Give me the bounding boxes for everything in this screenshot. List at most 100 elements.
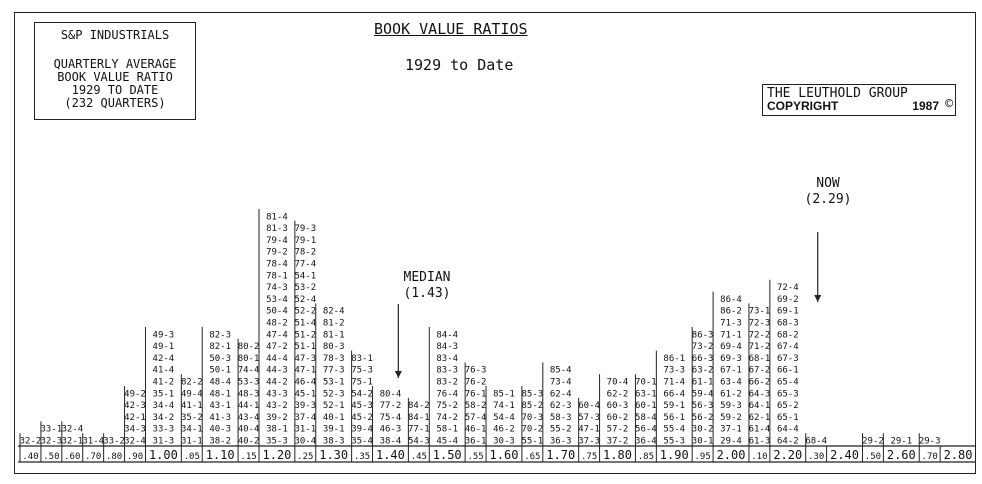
tick-label: 1.30 — [319, 448, 348, 462]
quarter-label: 79-2 — [266, 248, 288, 258]
quarter-label: 41-1 — [181, 401, 203, 411]
quarter-label: 75-4 — [380, 413, 402, 423]
quarter-label: 59-4 — [692, 389, 714, 399]
quarter-label: 68-3 — [777, 319, 799, 329]
quarter-label: 63-1 — [635, 389, 657, 399]
quarter-label: 32-2 — [20, 437, 42, 447]
tick-label: .45 — [411, 452, 427, 462]
quarter-label: 70-1 — [635, 378, 657, 388]
quarter-label: 83-2 — [436, 378, 458, 388]
bin-column: 80-2 80-1 74-4 53-348-3 44-1 43-4 40-4 40-2 — [237, 338, 260, 447]
tick-label: 2.80 — [944, 448, 973, 462]
quarter-label: 47-2 — [266, 342, 288, 352]
quarter-label: 68-2 — [777, 330, 799, 340]
quarter-label: 51-2 — [294, 330, 316, 340]
copyright-year: 1987 — [912, 99, 939, 113]
quarter-label: 45-2 — [351, 413, 373, 423]
quarter-label: 61-4 — [749, 425, 771, 435]
quarter-label: 77-2 — [380, 401, 402, 411]
bin-column: 72-4 69-2 69-1 68-368-2 67-4 67-3 66-1 65-465-3… — [769, 279, 799, 447]
quarter-label: 86-1 — [663, 354, 685, 364]
bin-column: 49-2 42-3 42-1 34-3 32-4 — [124, 386, 146, 447]
quarter-label: 71-1 — [720, 330, 742, 340]
tick-label: .80 — [106, 452, 122, 462]
quarter-label: 83-3 — [436, 366, 458, 376]
quarter-label: 65-4 — [777, 378, 799, 388]
quarter-label: 60-1 — [635, 401, 657, 411]
quarter-label: 49-2 — [124, 389, 146, 399]
quarter-label: 63-4 — [720, 378, 742, 388]
quarter-label: 56-1 — [663, 413, 685, 423]
quarter-label: 52-2 — [294, 307, 316, 317]
quarter-label: 32-1 — [61, 437, 83, 447]
quarter-label: 31-1 — [294, 425, 316, 435]
quarter-label: 84-3 — [436, 342, 458, 352]
quarter-label: 50-3 — [209, 354, 231, 364]
quarter-label: 38-2 — [209, 437, 231, 447]
quarter-label: 82-2 — [181, 378, 203, 388]
quarter-label: 54-4 — [493, 413, 515, 423]
quarter-label: 53-2 — [294, 283, 316, 293]
quarter-label: 67-4 — [777, 342, 799, 352]
quarter-label: 39-3 — [294, 401, 316, 411]
quarter-label: 30-3 — [493, 437, 515, 447]
quarter-label: 73-3 — [663, 366, 685, 376]
quarter-label: 78-4 — [266, 260, 288, 270]
quarter-label: 80-3 — [323, 342, 345, 352]
quarter-label: 84-4 — [436, 330, 458, 340]
bin-column: 85-1 74-1 54-4 46-2 30-3 — [485, 386, 515, 447]
quarter-label: 61-3 — [749, 437, 771, 447]
quarter-label: 46-3 — [380, 425, 402, 435]
bin-column: 49-3 49-1 42-4 41-4 41-235-1 34-4 34-2 33-3 31-3 — [144, 327, 174, 447]
quarter-label: 37-2 — [607, 437, 629, 447]
quarter-label: 78-2 — [294, 248, 316, 258]
quarter-label: 57-3 — [578, 413, 600, 423]
quarter-label: 53-3 — [238, 378, 260, 388]
quarter-label: 43-3 — [266, 389, 288, 399]
quarter-label: 40-3 — [209, 425, 231, 435]
quarter-label: 35-4 — [351, 437, 373, 447]
tick-label: .95 — [695, 452, 711, 462]
quarter-label: 74-3 — [266, 283, 288, 293]
quarter-label: 62-4 — [550, 389, 572, 399]
quarter-label: 53-4 — [266, 295, 288, 305]
tick-label: .25 — [297, 452, 313, 462]
quarter-label: 60-4 — [578, 401, 600, 411]
quarter-label: 29-3 — [919, 437, 941, 447]
quarter-label: 36-3 — [550, 437, 572, 447]
quarter-label: 85-1 — [493, 389, 515, 399]
tick-label: .90 — [127, 452, 143, 462]
quarter-label: 34-1 — [181, 425, 203, 435]
chart-subtitle: 1929 to Date — [405, 56, 514, 74]
quarter-label: 62-3 — [550, 401, 572, 411]
quarter-label: 79-4 — [266, 236, 288, 246]
quarter-label: 37-1 — [720, 425, 742, 435]
quarter-label: 65-3 — [777, 389, 799, 399]
quarter-label: 64-3 — [749, 389, 771, 399]
quarter-label: 69-1 — [777, 307, 799, 317]
quarter-label: 43-4 — [238, 413, 260, 423]
tick-label: 1.20 — [262, 448, 291, 462]
quarter-label: 30-2 — [692, 425, 714, 435]
quarter-label: 45-1 — [294, 389, 316, 399]
quarter-label: 53-1 — [323, 378, 345, 388]
quarter-label: 59-3 — [720, 401, 742, 411]
quarter-label: 48-1 — [209, 389, 231, 399]
quarter-label: 82-4 — [323, 307, 345, 317]
quarter-label: 54-1 — [294, 271, 316, 281]
quarter-label: 77-4 — [294, 260, 316, 270]
quarter-label: 41-3 — [209, 413, 231, 423]
quarter-label: 81-3 — [266, 224, 288, 234]
now-annotation: NOW (2.29) — [800, 176, 856, 208]
quarter-label: 29-1 — [890, 437, 912, 447]
quarter-label: 36-1 — [465, 437, 487, 447]
quarter-label: 47-4 — [266, 330, 288, 340]
quarter-label: 71-3 — [720, 319, 742, 329]
quarter-label: 71-4 — [663, 378, 685, 388]
info-box-line: (232 QUARTERS) — [64, 96, 166, 110]
quarter-label: 58-1 — [436, 425, 458, 435]
quarter-label: 33-1 — [41, 425, 63, 435]
quarter-label: 42-1 — [124, 413, 146, 423]
quarter-label: 65-2 — [777, 401, 799, 411]
tick-label: 2.00 — [717, 448, 746, 462]
